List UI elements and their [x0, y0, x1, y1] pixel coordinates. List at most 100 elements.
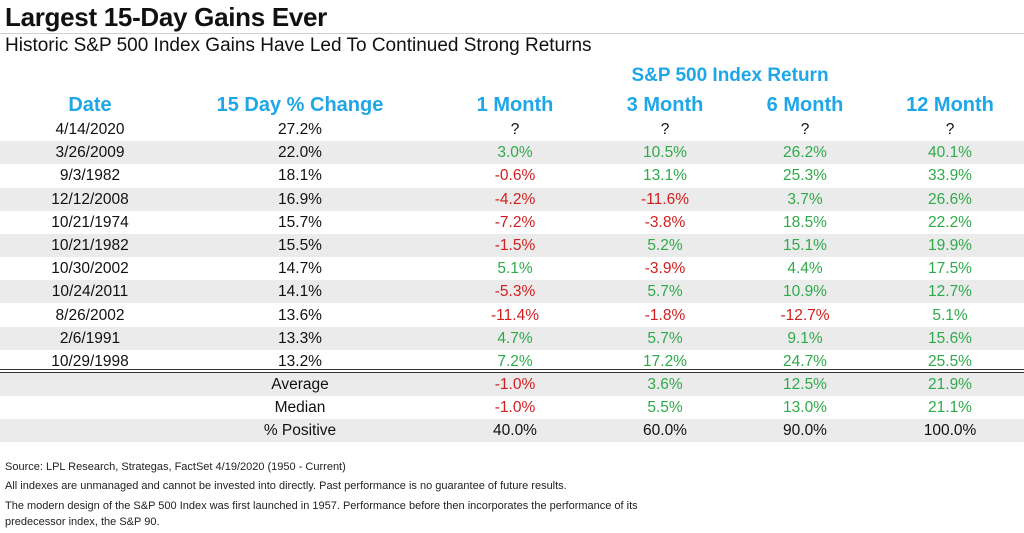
- cell-date: 4/14/2020: [55, 121, 125, 138]
- summary-divider-2: [0, 372, 1024, 373]
- cell-date: 10/24/2011: [51, 283, 129, 301]
- cell-date: 3/26/2009: [55, 144, 125, 162]
- cell-date: 10/30/2002: [51, 260, 129, 278]
- cell-12month: 22.2%: [928, 213, 972, 231]
- cell-6month: 18.5%: [783, 213, 827, 231]
- cell-6month: 4.4%: [787, 260, 823, 278]
- cell-3month: 5.2%: [647, 237, 683, 254]
- cell-6month: 25.3%: [783, 167, 827, 185]
- summary-cell-3month: 60.0%: [643, 422, 687, 440]
- cell-date: 10/21/1982: [51, 237, 129, 254]
- cell-1month: 7.2%: [497, 353, 533, 370]
- footnote-design-2: predecessor index, the S&P 90.: [5, 516, 160, 528]
- summary-label: Median: [274, 399, 326, 417]
- table-row: 8/26/2002 13.6% -11.4% -1.8% -12.7% 5.1%: [0, 304, 1024, 327]
- cell-3month: 5.7%: [647, 329, 683, 347]
- cell-1month: ?: [510, 121, 520, 138]
- cell-3month: 5.7%: [647, 283, 683, 301]
- cell-12month: 5.1%: [932, 306, 968, 324]
- cell-3month: -3.9%: [644, 260, 686, 278]
- summary-cell-1month: -1.0%: [494, 399, 536, 417]
- cell-3month: -1.8%: [644, 306, 686, 324]
- cell-date: 12/12/2008: [51, 190, 129, 208]
- footnote-disclaimer: All indexes are unmanaged and cannot be …: [5, 480, 567, 492]
- cell-12month: 15.6%: [928, 329, 972, 347]
- chart-title: Largest 15-Day Gains Ever: [5, 2, 327, 32]
- cell-date: 10/21/1974: [51, 213, 129, 231]
- cell-3month: 10.5%: [643, 144, 687, 162]
- table-row: 12/12/2008 16.9% -4.2% -11.6% 3.7% 26.6%: [0, 187, 1024, 211]
- summary-cell-12month: 21.1%: [928, 399, 972, 417]
- cell-date: 8/26/2002: [55, 306, 125, 324]
- cell-3month: -3.8%: [644, 213, 686, 231]
- cell-6month: 15.1%: [783, 237, 827, 254]
- summary-cell-6month: 90.0%: [783, 422, 827, 440]
- cell-date: 9/3/1982: [59, 167, 121, 185]
- col-header-date: Date: [68, 94, 112, 116]
- title-divider: [0, 33, 1024, 34]
- cell-3month: -11.6%: [641, 190, 689, 208]
- summary-row-pct-positive: % Positive 40.0% 60.0% 90.0% 100.0%: [0, 419, 1024, 443]
- cell-15day-change: 18.1%: [278, 167, 322, 185]
- summary-divider-1: [0, 369, 1024, 370]
- table-row: 10/21/1974 15.7% -7.2% -3.8% 18.5% 22.2%: [0, 211, 1024, 234]
- col-header-3month: 3 Month: [626, 94, 704, 116]
- cell-1month: -4.2%: [494, 190, 536, 208]
- cell-1month: 5.1%: [497, 260, 533, 278]
- cell-1month: 3.0%: [497, 144, 533, 162]
- cell-15day-change: 13.6%: [278, 306, 322, 324]
- chart-subtitle: Historic S&P 500 Index Gains Have Led To…: [5, 35, 592, 56]
- cell-1month: -7.2%: [494, 213, 536, 231]
- cell-date: 2/6/1991: [59, 329, 121, 347]
- summary-label: % Positive: [263, 422, 337, 440]
- summary-cell-3month: 5.5%: [647, 399, 683, 417]
- cell-15day-change: 16.9%: [278, 190, 322, 208]
- table-row: 4/14/2020 27.2%????: [0, 118, 1024, 141]
- cell-6month: 9.1%: [787, 329, 823, 347]
- table-row: 10/29/1998 13.2% 7.2% 17.2% 24.7% 25.5%: [0, 350, 1024, 373]
- summary-row-average: Average -1.0% 3.6% 12.5% 21.9%: [0, 373, 1024, 396]
- col-header-12month: 12 Month: [906, 94, 994, 116]
- cell-12month: 17.5%: [928, 260, 972, 278]
- table-row: 9/3/1982 18.1% -0.6% 13.1% 25.3% 33.9%: [0, 164, 1024, 187]
- cell-1month: 4.7%: [497, 329, 533, 347]
- cell-1month: -0.6%: [494, 167, 536, 185]
- col-header-15day: 15 Day % Change: [216, 94, 384, 116]
- summary-row-median: Median -1.0% 5.5% 13.0% 21.1%: [0, 396, 1024, 419]
- col-header-6month: 6 Month: [766, 94, 844, 116]
- cell-6month: 3.7%: [787, 190, 823, 208]
- cell-1month: -1.5%: [494, 237, 536, 254]
- col-header-1month: 1 Month: [476, 94, 554, 116]
- cell-15day-change: 27.2%: [278, 121, 322, 138]
- cell-6month: 26.2%: [783, 144, 827, 162]
- cell-3month: ?: [660, 121, 670, 138]
- cell-15day-change: 13.2%: [278, 353, 322, 370]
- summary-cell-3month: 3.6%: [647, 376, 683, 393]
- summary-cell-12month: 100.0%: [923, 422, 977, 440]
- cell-1month: -5.3%: [494, 283, 536, 301]
- cell-6month: 24.7%: [783, 353, 827, 370]
- cell-15day-change: 13.3%: [278, 329, 322, 347]
- table-row: 10/21/1982 15.5% -1.5% 5.2% 15.1% 19.9%: [0, 234, 1024, 257]
- cell-12month: 26.6%: [928, 190, 972, 208]
- cell-12month: 40.1%: [928, 144, 972, 162]
- summary-cell-12month: 21.9%: [928, 376, 972, 393]
- summary-cell-1month: -1.0%: [494, 376, 536, 393]
- cell-15day-change: 22.0%: [278, 144, 322, 162]
- cell-6month: ?: [800, 121, 810, 138]
- cell-15day-change: 14.1%: [278, 283, 322, 301]
- summary-cell-6month: 12.5%: [783, 376, 827, 393]
- cell-3month: 13.1%: [643, 167, 687, 185]
- cell-1month: -11.4%: [491, 306, 539, 324]
- table-row: 3/26/2009 22.0% 3.0% 10.5% 26.2% 40.1%: [0, 141, 1024, 165]
- cell-12month: 19.9%: [928, 237, 972, 254]
- summary-label: Average: [271, 376, 329, 393]
- cell-12month: 12.7%: [928, 283, 972, 301]
- cell-15day-change: 14.7%: [278, 260, 322, 278]
- cell-12month: 25.5%: [928, 353, 972, 370]
- table-row: 2/6/1991 13.3% 4.7% 5.7% 9.1% 15.6%: [0, 326, 1024, 350]
- cell-15day-change: 15.5%: [278, 237, 322, 254]
- summary-cell-1month: 40.0%: [493, 422, 537, 440]
- cell-date: 10/29/1998: [51, 353, 129, 370]
- summary-cell-6month: 13.0%: [783, 399, 827, 417]
